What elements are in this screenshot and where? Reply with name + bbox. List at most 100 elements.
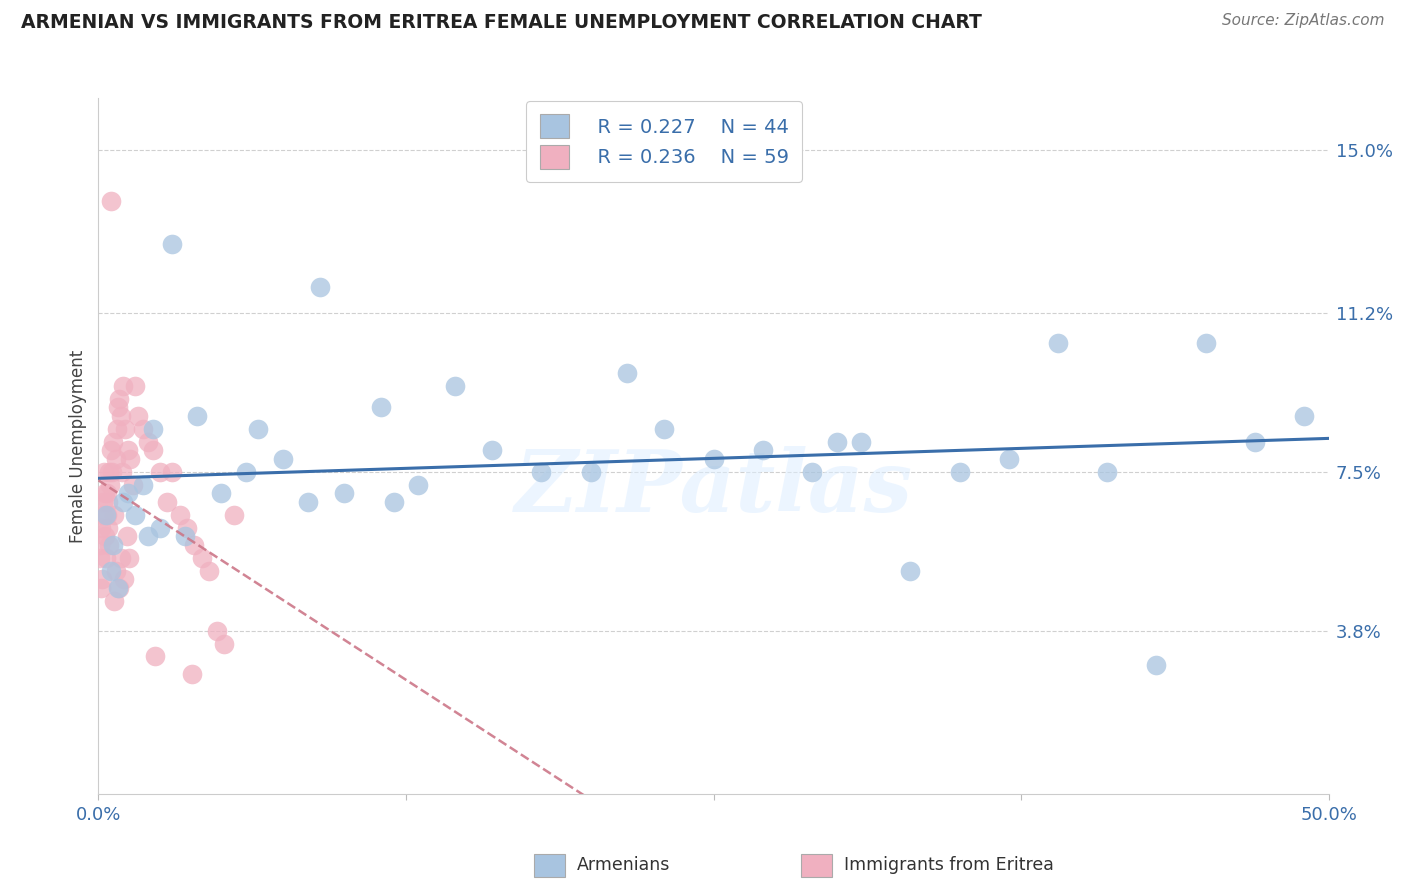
Point <box>162 465 183 479</box>
Point <box>849 434 872 449</box>
Point <box>1244 434 1267 449</box>
Point <box>156 495 179 509</box>
Point <box>271 451 294 466</box>
Point <box>103 508 125 522</box>
Point <box>247 422 270 436</box>
Point <box>89 550 111 565</box>
Point <box>801 465 824 479</box>
Point <box>132 422 155 436</box>
Point <box>112 495 135 509</box>
Point <box>100 194 122 209</box>
Point <box>176 520 198 534</box>
Text: Source: ZipAtlas.com: Source: ZipAtlas.com <box>1222 13 1385 29</box>
Text: Armenians: Armenians <box>576 856 669 874</box>
Point <box>107 581 129 595</box>
Point <box>211 486 233 500</box>
Point <box>93 495 115 509</box>
Point <box>205 624 228 638</box>
Point <box>110 409 132 423</box>
Point <box>90 520 112 534</box>
Point <box>703 451 725 466</box>
Point <box>127 409 149 423</box>
Point <box>117 443 139 458</box>
Point <box>96 508 118 522</box>
Point <box>112 572 135 586</box>
Point <box>382 495 405 509</box>
Point <box>98 465 121 479</box>
Point <box>616 366 638 380</box>
Point <box>94 508 117 522</box>
Point <box>96 486 118 500</box>
Point <box>97 520 120 534</box>
Point <box>115 529 138 543</box>
Point <box>149 465 172 479</box>
Point <box>117 486 139 500</box>
Point <box>309 280 332 294</box>
Point <box>481 443 503 458</box>
Text: Immigrants from Eritrea: Immigrants from Eritrea <box>844 856 1053 874</box>
Point <box>149 520 172 534</box>
Point <box>825 434 848 449</box>
Point <box>93 465 115 479</box>
Point <box>1294 409 1316 423</box>
Point <box>530 465 553 479</box>
Point <box>370 401 392 415</box>
Point <box>162 237 183 252</box>
Point <box>183 538 205 552</box>
Point <box>103 538 125 552</box>
Point <box>118 550 141 565</box>
Point <box>111 465 134 479</box>
Point <box>120 451 142 466</box>
Point <box>107 401 129 415</box>
Point <box>103 593 125 607</box>
Point <box>444 379 467 393</box>
Point <box>124 508 146 522</box>
Point <box>212 636 235 650</box>
Point <box>1046 335 1070 350</box>
Point <box>122 477 145 491</box>
Point <box>198 564 221 578</box>
Point <box>110 550 132 565</box>
Point <box>89 538 111 552</box>
Point <box>142 422 165 436</box>
Point <box>112 379 135 393</box>
Point <box>93 486 115 500</box>
Point <box>100 564 122 578</box>
Point <box>91 572 114 586</box>
Point <box>408 477 430 491</box>
Point <box>101 465 124 479</box>
Point <box>136 529 159 543</box>
Point <box>90 581 112 595</box>
Point <box>143 649 166 664</box>
Point <box>222 508 245 522</box>
Point <box>652 422 676 436</box>
Y-axis label: Female Unemployment: Female Unemployment <box>69 350 87 542</box>
Point <box>94 529 117 543</box>
Point <box>108 392 131 406</box>
Point <box>136 434 159 449</box>
Point <box>124 379 146 393</box>
Point <box>98 477 121 491</box>
Point <box>142 443 165 458</box>
Point <box>191 550 214 565</box>
Point <box>949 465 972 479</box>
Point <box>333 486 356 500</box>
Point <box>181 666 204 681</box>
Point <box>297 495 319 509</box>
Point <box>105 422 128 436</box>
Point <box>579 465 602 479</box>
Point <box>132 477 155 491</box>
Point <box>105 564 128 578</box>
Point <box>100 443 122 458</box>
Point <box>1195 335 1218 350</box>
Point <box>107 581 129 595</box>
Point <box>91 508 114 522</box>
Point <box>173 529 195 543</box>
Point <box>103 434 125 449</box>
Point <box>98 538 121 552</box>
Point <box>900 564 922 578</box>
Legend:   R = 0.227    N = 44,   R = 0.236    N = 59: R = 0.227 N = 44, R = 0.236 N = 59 <box>526 101 803 182</box>
Point <box>1097 465 1119 479</box>
Point <box>752 443 775 458</box>
Point <box>104 451 127 466</box>
